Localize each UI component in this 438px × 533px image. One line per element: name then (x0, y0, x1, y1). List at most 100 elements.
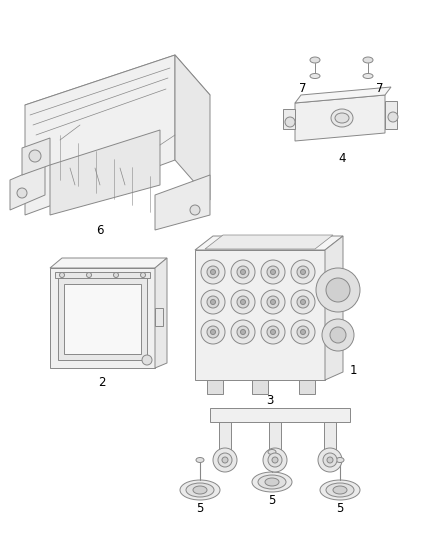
Ellipse shape (310, 74, 320, 78)
Circle shape (141, 272, 145, 278)
Ellipse shape (252, 472, 292, 492)
Circle shape (237, 266, 249, 278)
Polygon shape (385, 101, 397, 129)
Circle shape (327, 457, 333, 463)
Circle shape (322, 319, 354, 351)
Circle shape (211, 329, 215, 335)
Circle shape (201, 260, 225, 284)
Polygon shape (64, 284, 141, 354)
Polygon shape (50, 268, 155, 368)
Polygon shape (55, 272, 150, 278)
Circle shape (263, 448, 287, 472)
Circle shape (17, 188, 27, 198)
Circle shape (231, 260, 255, 284)
Ellipse shape (331, 109, 353, 127)
Circle shape (272, 457, 278, 463)
Circle shape (190, 205, 200, 215)
Text: 4: 4 (338, 151, 346, 165)
Polygon shape (175, 55, 210, 200)
Circle shape (271, 270, 276, 274)
Circle shape (330, 327, 346, 343)
Circle shape (285, 117, 295, 127)
Circle shape (201, 290, 225, 314)
Polygon shape (58, 278, 147, 360)
Circle shape (86, 272, 92, 278)
Circle shape (29, 150, 41, 162)
Polygon shape (219, 422, 231, 463)
Polygon shape (22, 138, 50, 175)
Circle shape (388, 112, 398, 122)
Text: 5: 5 (336, 502, 344, 514)
Ellipse shape (363, 57, 373, 63)
Text: 2: 2 (98, 376, 106, 390)
Polygon shape (299, 380, 315, 394)
Text: 3: 3 (266, 393, 274, 407)
Circle shape (207, 296, 219, 308)
Circle shape (261, 260, 285, 284)
Circle shape (291, 290, 315, 314)
Polygon shape (155, 308, 163, 326)
Ellipse shape (196, 457, 204, 463)
Circle shape (267, 296, 279, 308)
Ellipse shape (193, 486, 207, 494)
Ellipse shape (310, 57, 320, 63)
Circle shape (300, 300, 305, 304)
Text: 1: 1 (349, 364, 357, 376)
Circle shape (318, 448, 342, 472)
Text: 7: 7 (376, 82, 384, 94)
Text: 5: 5 (268, 494, 276, 506)
Ellipse shape (180, 480, 220, 500)
Circle shape (271, 300, 276, 304)
Circle shape (142, 355, 152, 365)
Polygon shape (50, 130, 160, 215)
Polygon shape (325, 236, 343, 380)
Ellipse shape (258, 475, 286, 489)
Circle shape (237, 326, 249, 338)
Polygon shape (210, 408, 350, 422)
Polygon shape (283, 109, 295, 129)
Ellipse shape (363, 74, 373, 78)
Ellipse shape (326, 483, 354, 497)
Circle shape (297, 296, 309, 308)
Circle shape (297, 326, 309, 338)
Circle shape (271, 329, 276, 335)
Polygon shape (50, 258, 167, 268)
Text: 7: 7 (299, 82, 307, 94)
Circle shape (326, 278, 350, 302)
Polygon shape (10, 165, 45, 210)
Circle shape (267, 266, 279, 278)
Circle shape (291, 320, 315, 344)
Circle shape (237, 296, 249, 308)
Circle shape (231, 290, 255, 314)
Circle shape (211, 270, 215, 274)
Polygon shape (269, 422, 281, 463)
Circle shape (261, 320, 285, 344)
Polygon shape (295, 95, 385, 141)
Circle shape (240, 270, 246, 274)
Circle shape (291, 260, 315, 284)
Circle shape (297, 266, 309, 278)
Circle shape (222, 457, 228, 463)
Polygon shape (205, 235, 333, 249)
Polygon shape (295, 87, 391, 103)
Polygon shape (195, 236, 343, 250)
Polygon shape (155, 258, 167, 368)
Circle shape (300, 270, 305, 274)
Polygon shape (195, 250, 325, 380)
Polygon shape (207, 380, 223, 394)
Circle shape (316, 268, 360, 312)
Circle shape (60, 272, 64, 278)
Polygon shape (25, 55, 175, 215)
Circle shape (240, 300, 246, 304)
Circle shape (267, 326, 279, 338)
Circle shape (201, 320, 225, 344)
Ellipse shape (320, 480, 360, 500)
Ellipse shape (268, 449, 276, 455)
Circle shape (207, 326, 219, 338)
Polygon shape (155, 175, 210, 230)
Polygon shape (25, 55, 210, 145)
Ellipse shape (335, 113, 349, 123)
Ellipse shape (333, 486, 347, 494)
Text: 5: 5 (196, 502, 204, 514)
Ellipse shape (265, 478, 279, 486)
